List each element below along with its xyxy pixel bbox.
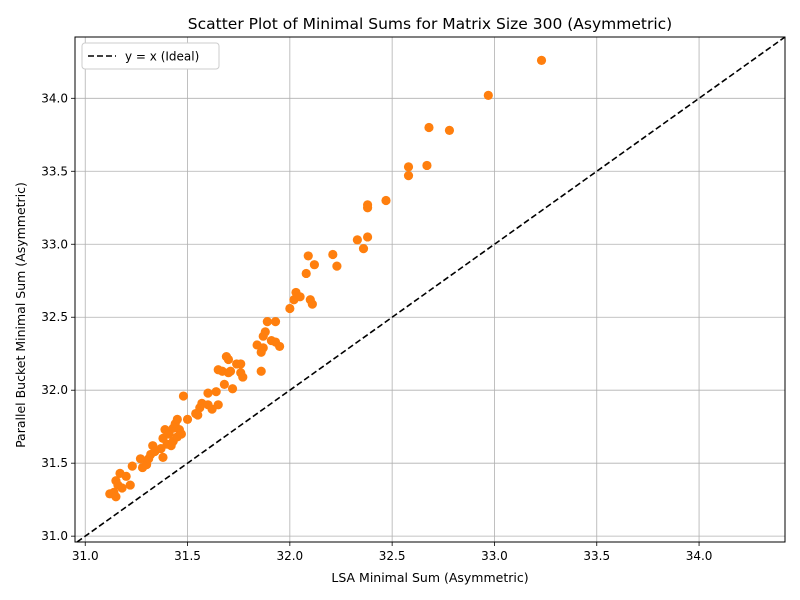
data-point bbox=[182, 414, 193, 424]
data-point bbox=[260, 327, 270, 337]
data-point bbox=[121, 471, 131, 481]
y-axis-label: Parallel Bucket Minimal Sum (Asymmetric) bbox=[13, 182, 28, 448]
x-tick-label: 32.0 bbox=[276, 549, 303, 563]
data-point bbox=[172, 414, 182, 424]
data-point bbox=[301, 268, 311, 279]
plot-frame bbox=[74, 36, 786, 543]
data-point bbox=[256, 366, 266, 376]
y-tick-label: 33.5 bbox=[41, 164, 68, 178]
data-point bbox=[236, 359, 246, 369]
data-point bbox=[223, 354, 234, 365]
data-point bbox=[295, 292, 305, 302]
data-point bbox=[381, 195, 391, 206]
data-point bbox=[403, 171, 414, 181]
grid-lines bbox=[75, 37, 785, 542]
data-point bbox=[328, 249, 338, 260]
chart-title: Scatter Plot of Minimal Sums for Matrix … bbox=[188, 15, 672, 33]
y-tick-label: 31.0 bbox=[41, 529, 68, 543]
data-point bbox=[125, 480, 135, 490]
x-axis-label: LSA Minimal Sum (Asymmetric) bbox=[331, 570, 528, 585]
data-points bbox=[105, 55, 547, 502]
data-point bbox=[176, 429, 186, 439]
x-tick-label: 31.5 bbox=[174, 549, 201, 563]
ideal-line bbox=[76, 36, 786, 543]
data-point bbox=[178, 391, 189, 401]
y-tick-label: 32.5 bbox=[41, 310, 68, 324]
data-point bbox=[213, 400, 223, 410]
data-point bbox=[127, 461, 137, 471]
x-tick-label: 33.0 bbox=[481, 549, 508, 563]
data-point bbox=[352, 235, 362, 245]
data-point bbox=[403, 162, 414, 172]
data-point bbox=[203, 388, 213, 398]
data-point bbox=[362, 232, 373, 242]
data-point bbox=[536, 55, 547, 65]
data-point bbox=[219, 379, 229, 389]
data-point bbox=[158, 452, 168, 462]
data-point bbox=[117, 483, 127, 493]
data-point bbox=[227, 384, 238, 394]
legend-box bbox=[81, 42, 220, 70]
data-point bbox=[424, 122, 434, 133]
data-point bbox=[332, 261, 342, 271]
data-point bbox=[307, 299, 317, 309]
data-point bbox=[135, 454, 146, 464]
data-point bbox=[270, 317, 281, 327]
data-point bbox=[483, 90, 493, 100]
data-point bbox=[275, 341, 285, 352]
x-tick-label: 32.5 bbox=[379, 549, 406, 563]
data-point bbox=[111, 492, 121, 502]
legend: y = x (Ideal) bbox=[81, 42, 220, 70]
data-point bbox=[362, 203, 373, 213]
data-point bbox=[238, 372, 248, 382]
data-point bbox=[303, 251, 313, 261]
data-point bbox=[258, 343, 268, 353]
data-point bbox=[225, 366, 236, 376]
x-tick-label: 31.0 bbox=[72, 549, 99, 563]
data-point bbox=[444, 125, 455, 136]
y-tick-label: 34.0 bbox=[41, 91, 68, 105]
data-point bbox=[193, 410, 203, 420]
x-tick-label: 33.5 bbox=[583, 549, 610, 563]
data-point bbox=[309, 260, 319, 270]
y-tick-label: 31.5 bbox=[41, 456, 68, 470]
y-axis-ticks: 31.0 31.5 32.0 32.5 33.0 33.5 34.0 bbox=[41, 91, 75, 543]
data-point bbox=[422, 160, 432, 171]
data-point bbox=[211, 387, 221, 397]
data-point bbox=[358, 244, 369, 254]
legend-label: y = x (Ideal) bbox=[125, 50, 199, 64]
x-tick-label: 34.0 bbox=[686, 549, 713, 563]
y-tick-label: 32.0 bbox=[41, 383, 68, 397]
y-tick-label: 33.0 bbox=[41, 237, 68, 251]
data-point bbox=[285, 303, 295, 314]
data-point bbox=[262, 317, 272, 327]
x-axis-ticks: 31.0 31.5 32.0 32.5 33.0 33.5 34.0 bbox=[72, 542, 713, 563]
